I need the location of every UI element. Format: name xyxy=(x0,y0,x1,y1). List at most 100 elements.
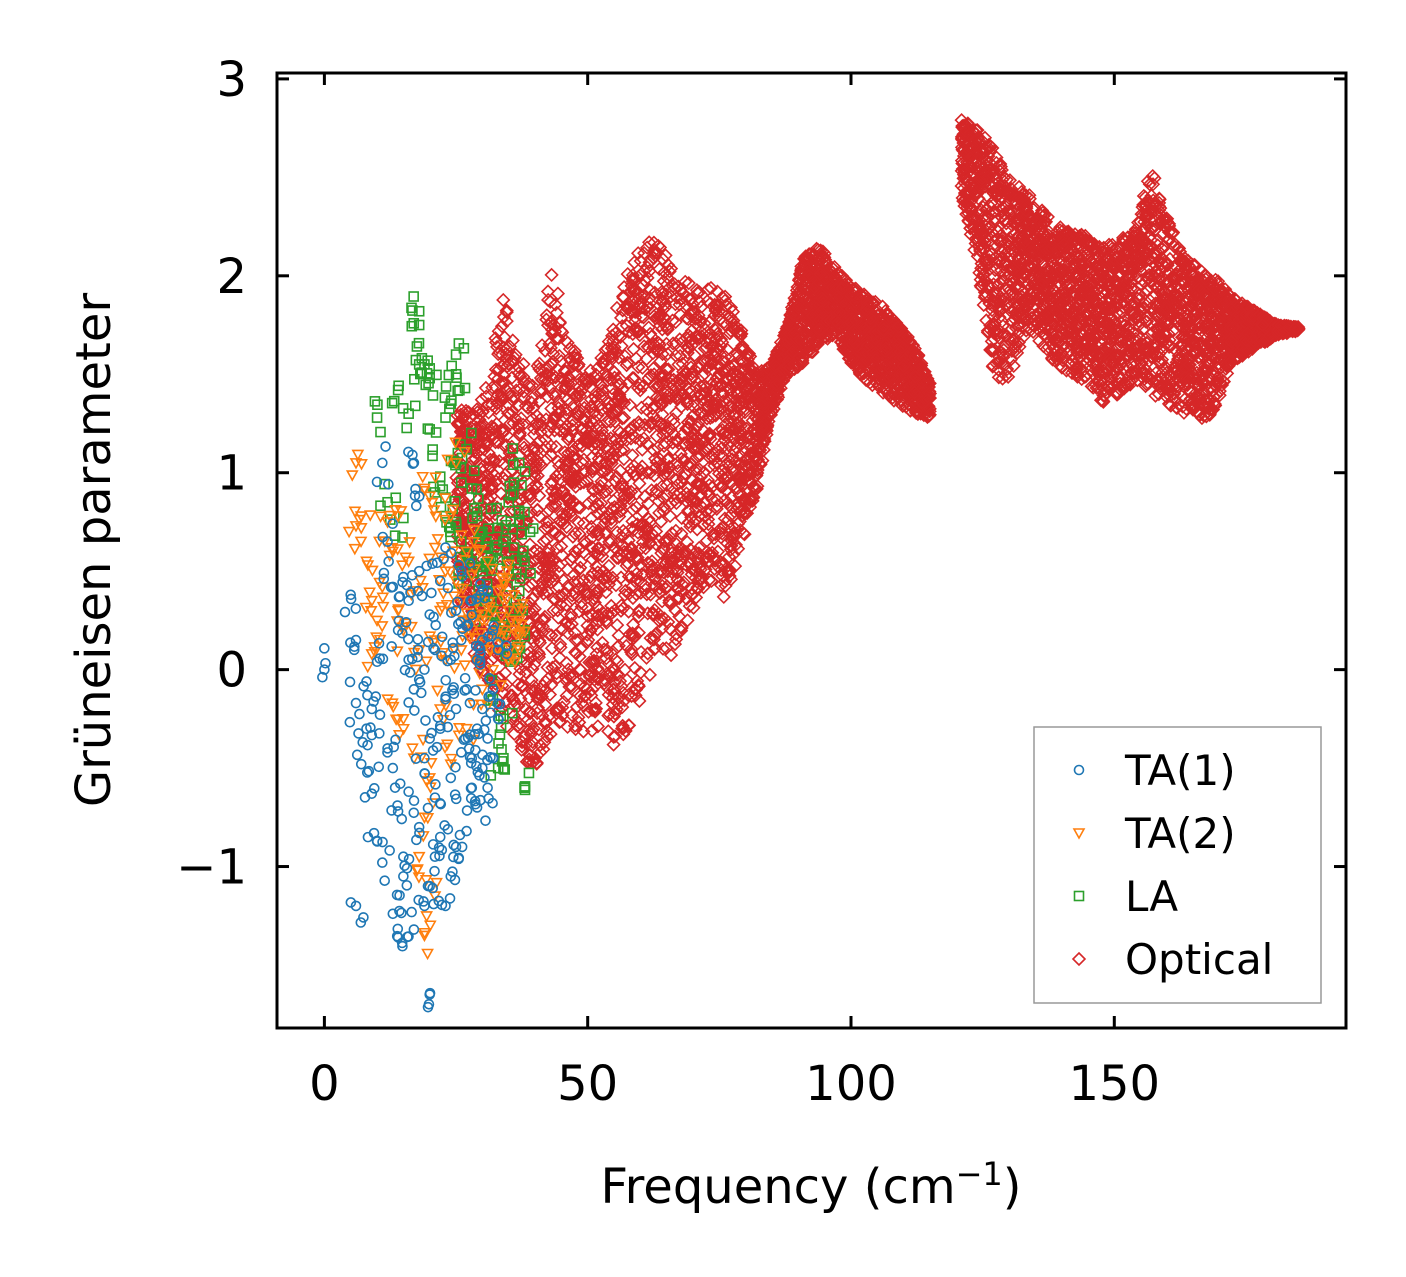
optical-point xyxy=(769,377,784,392)
optical-point xyxy=(708,344,723,359)
optical-point xyxy=(1040,209,1055,225)
optical-point xyxy=(528,457,544,472)
optical-point xyxy=(730,541,746,556)
optical-point xyxy=(1025,220,1040,235)
optical-point xyxy=(561,453,577,468)
optical-point xyxy=(576,452,592,467)
optical-point xyxy=(628,304,643,320)
optical-point xyxy=(1011,191,1026,206)
optical-point xyxy=(599,615,614,630)
optical-point xyxy=(546,591,561,606)
optical-point xyxy=(977,211,993,227)
optical-point xyxy=(544,483,560,499)
optical-point xyxy=(590,719,606,734)
optical-point xyxy=(609,702,624,717)
optical-point xyxy=(859,333,875,348)
optical-point xyxy=(834,335,850,350)
optical-point xyxy=(643,416,658,431)
optical-point xyxy=(563,505,578,520)
optical-point xyxy=(1007,246,1022,261)
optical-point xyxy=(625,647,640,662)
optical-point xyxy=(500,406,516,421)
optical-point xyxy=(599,651,614,666)
optical-point xyxy=(658,581,674,596)
optical-point xyxy=(702,428,717,443)
optical-point xyxy=(668,336,684,351)
optical-point xyxy=(630,552,645,567)
optical-point xyxy=(915,375,930,390)
optical-point xyxy=(891,319,906,334)
optical-point xyxy=(607,340,622,355)
optical-point xyxy=(483,459,498,474)
optical-point xyxy=(607,675,622,690)
optical-point xyxy=(515,679,530,695)
optical-point xyxy=(532,488,547,503)
optical-point xyxy=(830,315,845,331)
optical-point xyxy=(639,587,654,602)
optical-point xyxy=(848,281,863,296)
optical-point xyxy=(909,347,924,362)
optical-point xyxy=(642,235,657,250)
optical-point xyxy=(625,626,640,641)
optical-point xyxy=(592,664,607,680)
optical-point xyxy=(562,491,577,507)
optical-point xyxy=(860,373,875,388)
optical-point xyxy=(592,397,608,412)
optical-point xyxy=(970,123,985,138)
optical-point xyxy=(737,492,752,507)
optical-point xyxy=(625,514,640,529)
optical-point xyxy=(845,351,861,367)
optical-point xyxy=(813,267,828,282)
optical-point xyxy=(640,270,655,285)
optical-point xyxy=(975,262,991,278)
optical-point xyxy=(595,356,610,371)
optical-point xyxy=(705,545,720,560)
optical-point xyxy=(518,398,533,414)
optical-point xyxy=(736,342,751,357)
optical-point xyxy=(612,504,628,519)
optical-point xyxy=(565,529,581,544)
optical-point xyxy=(785,344,800,359)
optical-point xyxy=(489,396,504,411)
optical-point xyxy=(1018,198,1033,213)
optical-point xyxy=(488,362,504,377)
optical-point xyxy=(528,477,544,492)
optical-point xyxy=(683,305,698,320)
optical-point xyxy=(690,549,706,564)
optical-point xyxy=(989,150,1004,165)
optical-point xyxy=(499,719,515,734)
series-optical xyxy=(449,113,1306,771)
optical-point xyxy=(568,633,583,648)
optical-point xyxy=(607,499,622,515)
optical-point xyxy=(577,679,592,694)
optical-point xyxy=(737,504,752,520)
optical-point xyxy=(596,564,611,579)
optical-point xyxy=(987,295,1003,310)
optical-point xyxy=(450,484,466,500)
optical-point xyxy=(637,264,652,279)
optical-point xyxy=(721,393,736,408)
optical-point xyxy=(656,504,671,519)
optical-point xyxy=(712,366,727,381)
optical-point xyxy=(908,405,924,420)
optical-point xyxy=(800,262,815,277)
optical-point xyxy=(690,477,705,492)
optical-point xyxy=(535,383,550,399)
optical-point xyxy=(724,448,740,463)
optical-point xyxy=(813,243,828,258)
optical-point xyxy=(686,600,701,615)
optical-point xyxy=(594,350,609,366)
optical-point xyxy=(725,371,740,386)
data-points-layer xyxy=(317,113,1306,1013)
optical-point xyxy=(580,601,595,616)
optical-point xyxy=(922,386,937,401)
optical-point xyxy=(675,286,690,301)
optical-point xyxy=(583,372,598,387)
optical-point xyxy=(734,323,749,338)
optical-point xyxy=(976,145,991,161)
optical-point xyxy=(485,427,500,442)
optical-point xyxy=(734,377,749,392)
optical-point xyxy=(525,590,540,606)
optical-point xyxy=(720,564,736,579)
optical-point xyxy=(654,397,669,413)
